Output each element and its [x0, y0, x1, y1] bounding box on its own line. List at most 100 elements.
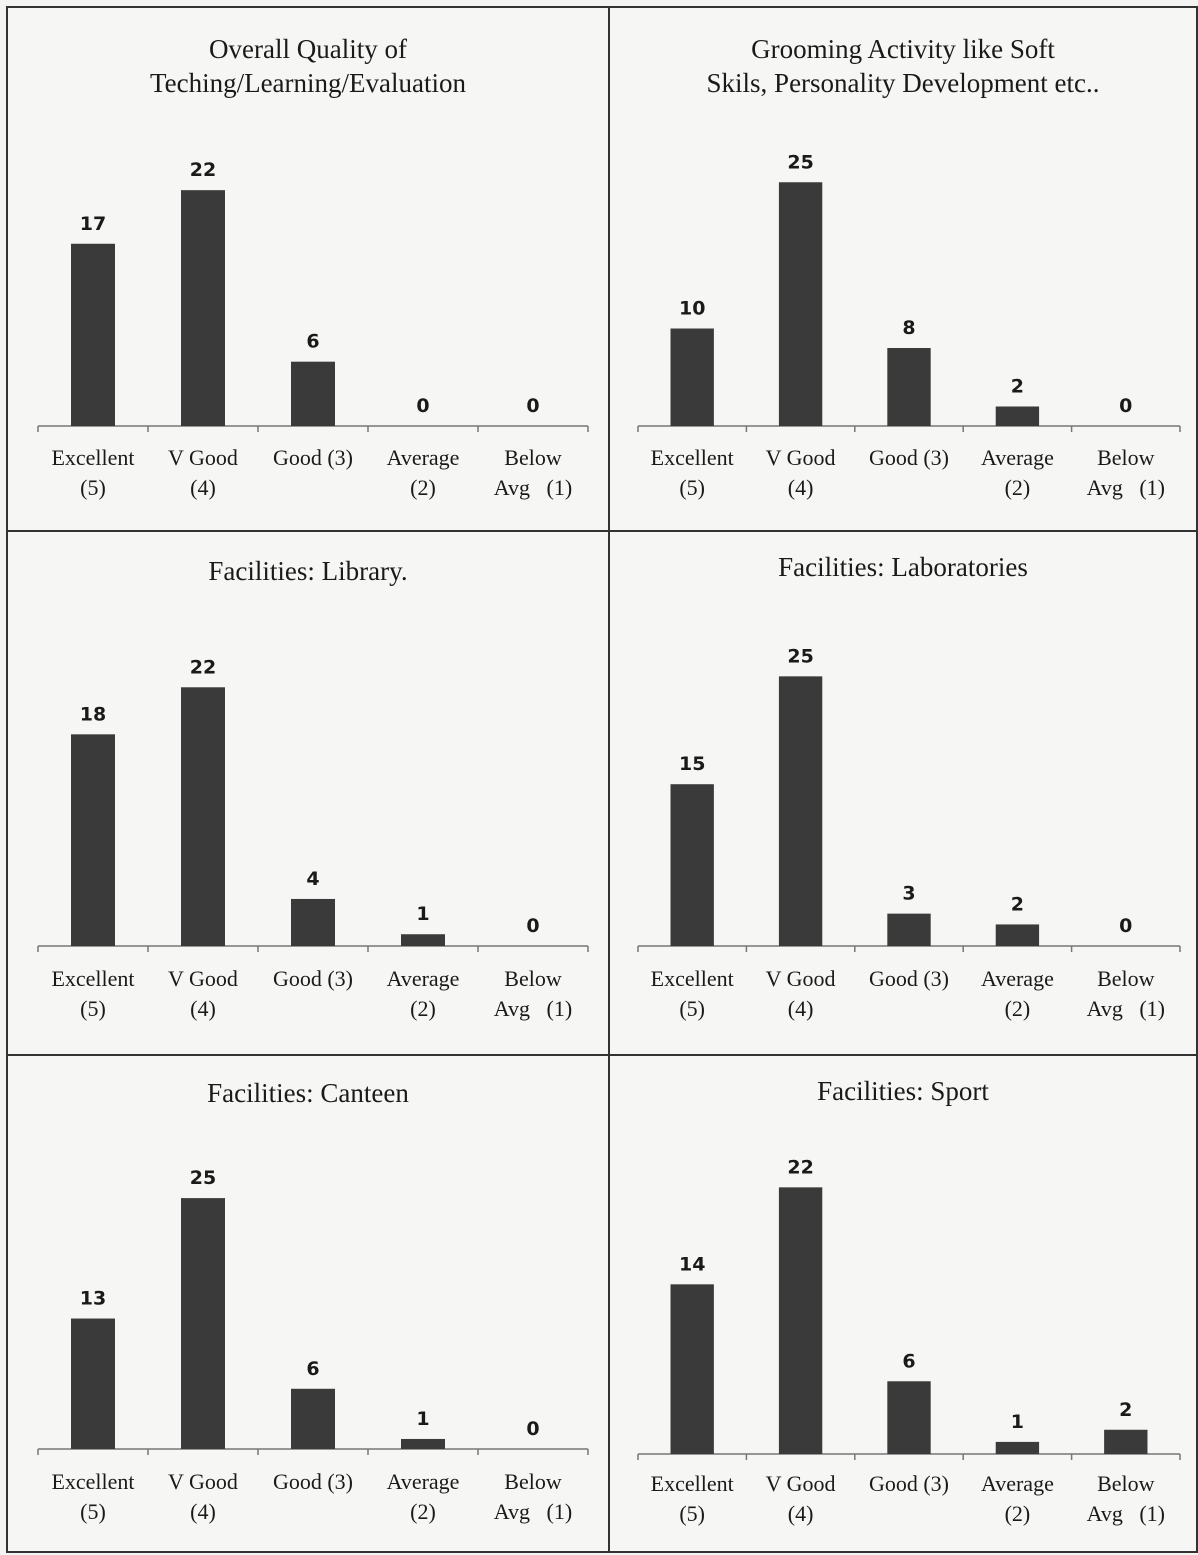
category-label-line-2: (2): [410, 996, 436, 1021]
category-label-line-2: Avg (1): [1087, 1501, 1165, 1526]
category-label: Excellent: [51, 1469, 134, 1494]
chart-title-line-1: Facilities: Sport: [817, 1076, 989, 1106]
category-label-line-2: (4): [788, 475, 814, 500]
chart-panel-library: Facilities: Library. 18 Excellent (5) 22 V G…: [6, 530, 610, 1056]
bar: [71, 243, 115, 426]
category-label: V Good: [766, 966, 836, 991]
category-label: V Good: [168, 1469, 238, 1494]
bar-chart-svg: 10 Excellent (5) 25 V Good (4) 8 Good (3) 2 Avera…: [637, 151, 1181, 500]
bar-value-label: 25: [190, 1167, 216, 1189]
category-label-line-2: (2): [1005, 475, 1031, 500]
category-label: Good (3): [869, 1471, 949, 1496]
bar: [181, 190, 225, 426]
bar-value-label: 6: [306, 331, 319, 353]
bar: [401, 1438, 445, 1449]
bar-value-label: 0: [1119, 395, 1132, 417]
bar: [670, 784, 714, 946]
category-label: V Good: [766, 445, 836, 470]
category-label-line-2: (2): [410, 1499, 436, 1524]
category-label: Below: [504, 445, 562, 470]
chart-title: Grooming Activity like Soft Skils, Perso…: [610, 32, 1196, 100]
bar-value-label: 1: [416, 903, 429, 925]
bar: [291, 361, 335, 426]
bar-value-label: 0: [526, 915, 539, 937]
bar-value-label: 25: [787, 645, 813, 667]
chart-title: Facilities: Laboratories: [610, 550, 1196, 584]
bar-value-label: 10: [679, 298, 705, 320]
chart-title: Overall Quality of Teching/Learning/Eval…: [8, 32, 608, 100]
category-label: Good (3): [273, 445, 353, 470]
bar: [778, 1187, 823, 1454]
chart-panel-laboratories: Facilities: Laboratories 15 Excellent (5) 2…: [608, 530, 1198, 1056]
bar: [887, 1381, 931, 1454]
category-label: Excellent: [651, 966, 734, 991]
category-label: Good (3): [273, 1469, 353, 1494]
category-label-line-2: (4): [788, 1501, 814, 1526]
category-label: Good (3): [869, 445, 949, 470]
category-label: Excellent: [651, 1471, 734, 1496]
bar: [778, 676, 823, 946]
chart-title-line-2: Skils, Personality Development etc..: [706, 68, 1100, 98]
bar: [401, 934, 445, 946]
bar: [291, 1388, 335, 1449]
bar-chart-svg: 17 Excellent (5) 22 V Good (4) 6 Good (3) 0 Avera…: [37, 159, 589, 500]
bar: [181, 1198, 225, 1449]
category-label: Average: [387, 1469, 460, 1494]
bar-value-label: 2: [1011, 376, 1024, 398]
bar-chart-svg: 18 Excellent (5) 22 V Good (4) 4 Good (3) 1 Avera…: [37, 656, 589, 1021]
bar: [670, 328, 714, 426]
chart-panel-teaching-quality: Overall Quality of Teching/Learning/Eval…: [6, 6, 610, 532]
bar-value-label: 22: [190, 159, 216, 181]
category-label: Below: [1097, 966, 1155, 991]
bar-value-label: 0: [1119, 915, 1132, 937]
category-label-line-2: Avg (1): [1087, 475, 1165, 500]
category-label: Excellent: [51, 966, 134, 991]
category-label: Below: [504, 966, 562, 991]
bar: [71, 1318, 115, 1449]
category-label: Good (3): [273, 966, 353, 991]
bar: [778, 182, 823, 426]
bar-value-label: 25: [787, 151, 813, 173]
category-label: Average: [387, 966, 460, 991]
category-label-line-2: (4): [190, 1499, 216, 1524]
category-label-line-2: (4): [190, 475, 216, 500]
category-label-line-2: (5): [679, 1501, 705, 1526]
chart-title-line-1: Grooming Activity like Soft: [751, 34, 1055, 64]
bar: [291, 898, 335, 946]
category-label-line-2: (4): [190, 996, 216, 1021]
category-label: Below: [1097, 445, 1155, 470]
bar-value-label: 4: [306, 868, 319, 890]
bar: [995, 406, 1040, 426]
category-label: Average: [981, 1471, 1054, 1496]
category-label-line-2: (2): [1005, 996, 1031, 1021]
bar-value-label: 14: [679, 1253, 705, 1275]
category-label-line-2: (5): [80, 1499, 106, 1524]
category-label-line-2: Avg (1): [494, 1499, 572, 1524]
bar: [995, 924, 1040, 946]
category-label: V Good: [766, 1471, 836, 1496]
bar-value-label: 6: [902, 1350, 915, 1372]
category-label: Below: [1097, 1471, 1155, 1496]
category-label: Average: [387, 445, 460, 470]
bar-value-label: 6: [306, 1358, 319, 1380]
bar-value-label: 3: [902, 883, 915, 905]
category-label: Excellent: [651, 445, 734, 470]
category-label-line-2: (5): [679, 996, 705, 1021]
chart-title-line-1: Facilities: Library.: [208, 556, 408, 586]
bar-chart-svg: 13 Excellent (5) 25 V Good (4) 6 Good (3) 1 Avera…: [37, 1167, 589, 1524]
chart-title-line-2: Teching/Learning/Evaluation: [150, 68, 466, 98]
chart-title-line-1: Facilities: Laboratories: [778, 552, 1028, 582]
chart-title-line-1: Overall Quality of: [209, 34, 407, 64]
bar-value-label: 0: [416, 395, 429, 417]
chart-title-line-1: Facilities: Canteen: [207, 1078, 409, 1108]
category-label: Average: [981, 966, 1054, 991]
chart-panel-grooming-activity: Grooming Activity like Soft Skils, Perso…: [608, 6, 1198, 532]
chart-title: Facilities: Library.: [8, 554, 608, 588]
bar: [995, 1441, 1040, 1454]
category-label-line-2: (5): [80, 475, 106, 500]
category-label-line-2: Avg (1): [494, 475, 572, 500]
category-label: Excellent: [51, 445, 134, 470]
chart-title: Facilities: Sport: [610, 1074, 1196, 1108]
bar-value-label: 1: [1011, 1411, 1024, 1433]
